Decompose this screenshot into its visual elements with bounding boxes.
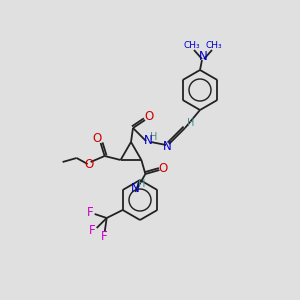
Text: H: H bbox=[138, 179, 145, 189]
Text: H: H bbox=[187, 118, 195, 128]
Text: N: N bbox=[131, 182, 140, 196]
Text: CH₃: CH₃ bbox=[206, 41, 222, 50]
Text: H: H bbox=[150, 132, 158, 142]
Text: F: F bbox=[87, 206, 94, 218]
Text: F: F bbox=[101, 230, 108, 244]
Text: F: F bbox=[89, 224, 96, 238]
Text: O: O bbox=[92, 133, 101, 146]
Text: O: O bbox=[159, 161, 168, 175]
Text: O: O bbox=[144, 110, 154, 124]
Text: N: N bbox=[199, 50, 207, 64]
Text: N: N bbox=[144, 134, 152, 148]
Text: O: O bbox=[84, 158, 93, 172]
Text: N: N bbox=[163, 140, 171, 154]
Text: CH₃: CH₃ bbox=[184, 41, 200, 50]
